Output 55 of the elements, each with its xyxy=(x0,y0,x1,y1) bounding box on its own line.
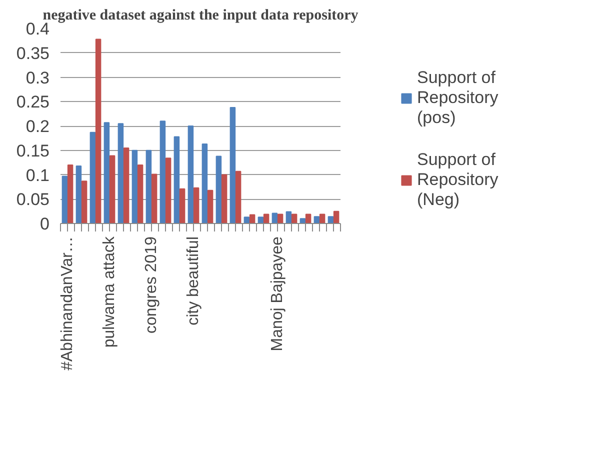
bar xyxy=(202,144,208,224)
bar xyxy=(67,164,74,224)
legend-label: Support of Repository (pos) xyxy=(417,68,498,128)
bar xyxy=(160,120,166,224)
bar xyxy=(333,210,340,224)
bar xyxy=(76,165,82,224)
bar xyxy=(90,132,96,224)
bar xyxy=(314,216,320,224)
y-tick-label: 0.05 xyxy=(16,190,50,210)
bar xyxy=(263,214,270,224)
bar xyxy=(151,174,158,224)
bar xyxy=(104,122,110,224)
bar xyxy=(277,214,284,224)
bar xyxy=(272,212,278,224)
bar xyxy=(193,187,200,224)
bar xyxy=(118,123,124,224)
bar xyxy=(216,156,222,224)
bar xyxy=(109,155,116,224)
x-tick-label: pulwama attack xyxy=(101,236,118,348)
bar xyxy=(123,147,130,224)
bar xyxy=(328,216,334,224)
bar xyxy=(244,216,250,224)
y-tick-label: 0.1 xyxy=(26,166,50,185)
bar xyxy=(258,216,264,224)
bar xyxy=(146,150,152,224)
y-tick-label: 0.25 xyxy=(16,92,50,112)
bar xyxy=(174,136,180,224)
bar xyxy=(95,38,102,224)
bar xyxy=(179,188,186,224)
x-tick-label: city beautiful xyxy=(185,236,202,326)
y-tick-label: 0.35 xyxy=(16,44,50,63)
bar xyxy=(81,180,88,224)
bar xyxy=(249,214,256,224)
bar xyxy=(230,106,236,224)
x-tick-label: congres 2019 xyxy=(143,236,160,334)
bar xyxy=(221,174,228,224)
bar xyxy=(300,218,306,224)
y-tick-label: 0.3 xyxy=(26,68,50,88)
bar xyxy=(235,170,242,224)
bar xyxy=(137,164,144,224)
bar xyxy=(62,176,68,224)
x-tick-label: Manoj Bajpayee xyxy=(269,236,286,352)
bar xyxy=(132,150,138,224)
y-tick-label: 0.2 xyxy=(26,117,50,136)
bar xyxy=(319,214,326,224)
y-tick-label: 0 xyxy=(40,214,50,234)
bar xyxy=(305,214,312,224)
bar xyxy=(291,214,298,224)
y-tick-label: 0.15 xyxy=(16,141,50,160)
bar xyxy=(165,158,172,224)
x-tick-label: #AbhinandanVar… xyxy=(59,236,76,371)
bar xyxy=(286,211,292,224)
bar xyxy=(188,126,194,224)
legend-label: Support of Repository (Neg) xyxy=(417,150,498,210)
bar xyxy=(207,190,214,224)
